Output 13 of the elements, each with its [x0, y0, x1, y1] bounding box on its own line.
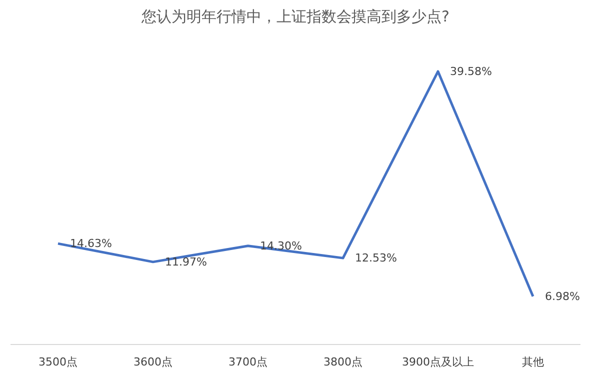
- x-tick-label: 3500点: [38, 356, 78, 368]
- data-label: 12.53%: [355, 252, 397, 265]
- x-tick-label: 3900点及以上: [402, 356, 474, 368]
- data-label: 6.98%: [545, 290, 580, 303]
- data-label: 14.30%: [260, 239, 302, 252]
- x-tick-label: 3600点: [134, 356, 173, 368]
- data-label: 39.58%: [450, 64, 492, 78]
- x-tick-label: 其他: [522, 356, 544, 368]
- x-tick-label: 3800点: [324, 356, 363, 368]
- data-label: 11.97%: [165, 255, 207, 268]
- chart-title: 您认为明年行情中，上证指数会摸高到多少点?: [140, 8, 450, 26]
- data-label: 14.63%: [70, 237, 112, 250]
- x-tick-label: 3700点: [228, 356, 268, 368]
